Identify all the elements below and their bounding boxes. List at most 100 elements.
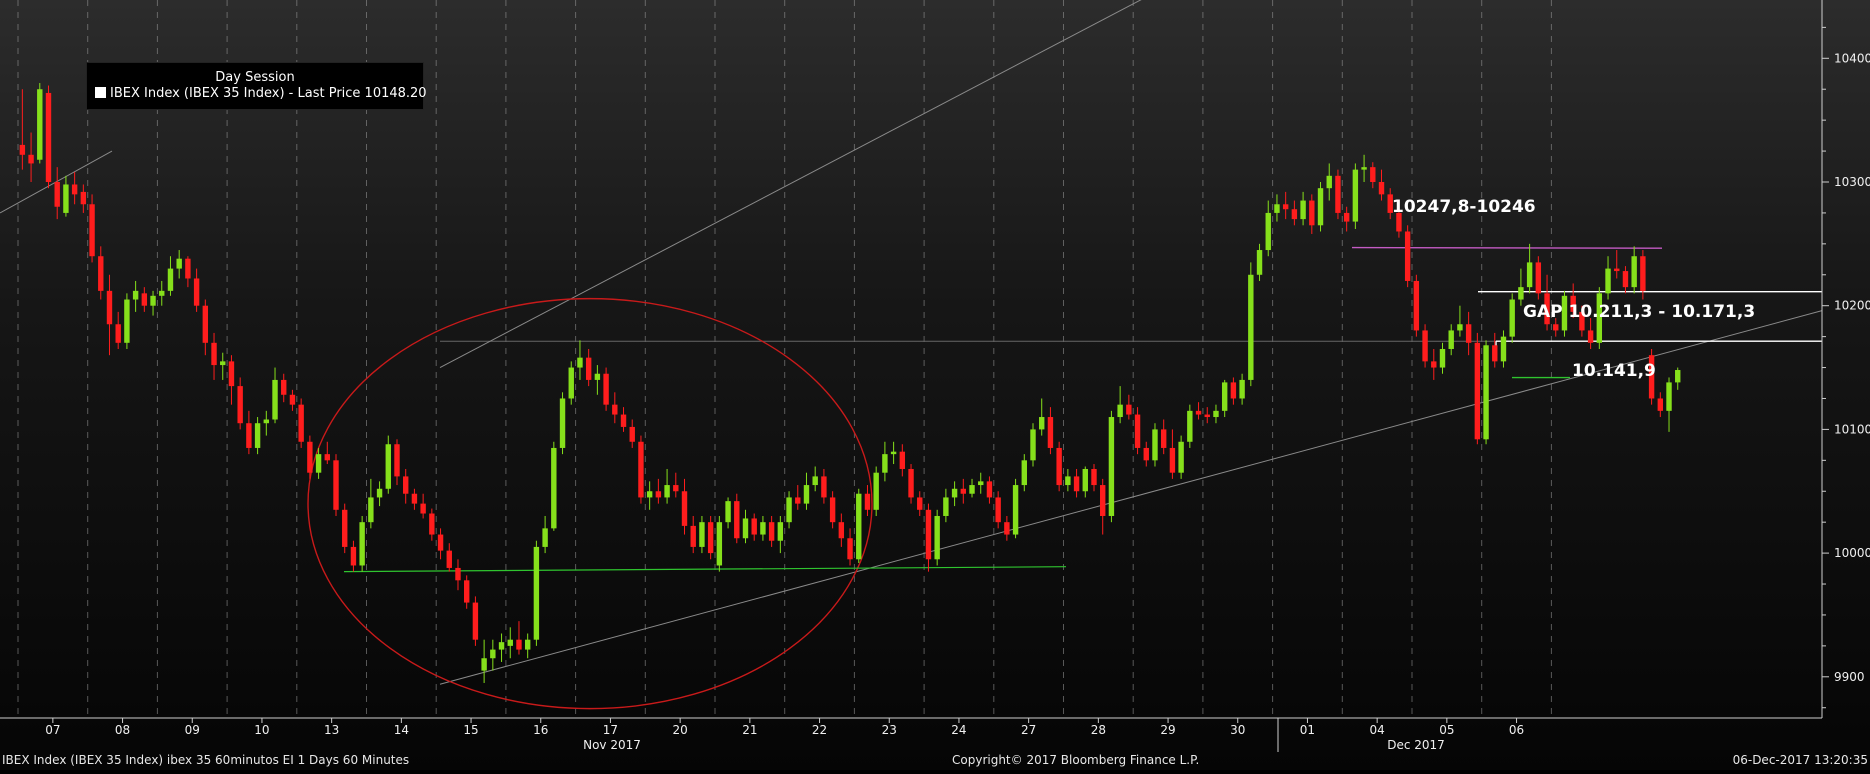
candle-body bbox=[568, 367, 574, 399]
candle-body bbox=[307, 441, 313, 473]
candle-body bbox=[516, 639, 522, 650]
candle-body bbox=[376, 488, 383, 498]
candle-body bbox=[646, 491, 653, 498]
legend-title: Day Session bbox=[215, 70, 295, 85]
candle-body bbox=[524, 639, 531, 650]
candle-body bbox=[1195, 410, 1202, 415]
candle-body bbox=[1065, 476, 1071, 486]
support-line bbox=[343, 566, 1067, 573]
resistance-label: 10247,8-10246 bbox=[1392, 197, 1536, 217]
x-tick-label: 10 bbox=[254, 723, 269, 737]
x-tick-label: 24 bbox=[951, 723, 966, 737]
candle-body bbox=[368, 497, 374, 523]
candle-body bbox=[455, 567, 461, 581]
y-tick-label: 9900 bbox=[1834, 670, 1865, 684]
candle-body bbox=[1300, 200, 1306, 220]
candle-body bbox=[37, 89, 43, 160]
candle-body bbox=[420, 503, 426, 514]
candle-body bbox=[1047, 417, 1054, 448]
candle-body bbox=[864, 493, 871, 510]
candle-body bbox=[829, 497, 836, 523]
candle-body bbox=[551, 447, 557, 529]
candle-body bbox=[71, 184, 78, 195]
candle-body bbox=[272, 379, 278, 420]
candle-body bbox=[80, 191, 87, 205]
candle-body bbox=[681, 491, 688, 526]
x-tick-label: 01 bbox=[1300, 723, 1315, 737]
candle-body bbox=[1326, 175, 1332, 189]
candle-body bbox=[1221, 382, 1228, 411]
chart-legend: Day Session IBEX Index (IBEX 35 Index) -… bbox=[86, 62, 427, 110]
candle-body bbox=[1465, 324, 1472, 343]
candle-body bbox=[342, 509, 348, 547]
candle-body bbox=[437, 534, 444, 551]
candle-body bbox=[202, 305, 209, 343]
candle-body bbox=[298, 404, 304, 442]
candle-body bbox=[1091, 468, 1097, 486]
y-tick-label: 10000 bbox=[1834, 546, 1870, 560]
candle-body bbox=[1631, 256, 1637, 288]
candle-body bbox=[1457, 324, 1463, 331]
x-tick-label: 06 bbox=[1509, 723, 1524, 737]
candle-body bbox=[115, 324, 121, 343]
x-tick-label: 29 bbox=[1160, 723, 1175, 737]
candle-body bbox=[1657, 398, 1664, 411]
candle-body bbox=[1439, 348, 1446, 368]
candle-body bbox=[934, 515, 940, 560]
x-tick-label: 09 bbox=[185, 723, 200, 737]
candle-body bbox=[89, 204, 95, 257]
candle-body bbox=[1213, 410, 1219, 418]
candle-body bbox=[951, 488, 958, 498]
candle-body bbox=[751, 518, 757, 535]
candle-body bbox=[1117, 404, 1123, 418]
candle-body bbox=[63, 184, 69, 213]
candle-body bbox=[490, 649, 496, 659]
x-tick-label: 23 bbox=[882, 723, 897, 737]
candle-body bbox=[359, 522, 365, 566]
x-tick-label: 28 bbox=[1091, 723, 1106, 737]
candle-body bbox=[45, 92, 52, 182]
candle-body bbox=[873, 472, 879, 510]
candle-body bbox=[1404, 231, 1411, 281]
candle-body bbox=[498, 642, 505, 650]
candle-body bbox=[1370, 167, 1376, 182]
candle-body bbox=[559, 398, 566, 448]
candle-body bbox=[786, 497, 792, 523]
x-tick-label: 05 bbox=[1439, 723, 1454, 737]
candle-body bbox=[986, 481, 993, 498]
candle-body bbox=[1169, 447, 1176, 473]
candle-body bbox=[1317, 188, 1324, 226]
candle-body bbox=[917, 497, 923, 510]
month-label: Dec 2017 bbox=[1387, 738, 1445, 752]
candle-body bbox=[1587, 330, 1594, 343]
candle-body bbox=[350, 546, 357, 566]
candle-body bbox=[1396, 212, 1402, 232]
y-tick-label: 10100 bbox=[1834, 422, 1870, 436]
candle-body bbox=[237, 386, 243, 424]
candle-body bbox=[1535, 262, 1542, 294]
candle-body bbox=[664, 485, 670, 498]
x-tick-label: 16 bbox=[533, 723, 548, 737]
candle-body bbox=[995, 497, 1001, 523]
gap-label: GAP 10.211,3 - 10.171,3 bbox=[1523, 302, 1756, 322]
candle-body bbox=[463, 580, 470, 603]
candle-body bbox=[1413, 280, 1420, 331]
candle-body bbox=[106, 290, 113, 325]
candle-body bbox=[1030, 429, 1036, 461]
candle-body bbox=[1309, 200, 1315, 226]
candle-body bbox=[1579, 311, 1585, 331]
candle-body bbox=[795, 497, 801, 504]
candle-body bbox=[1073, 476, 1080, 492]
candle-body bbox=[1204, 414, 1210, 418]
candle-body bbox=[281, 379, 287, 395]
candle-body bbox=[1082, 468, 1088, 492]
candle-body bbox=[193, 278, 200, 306]
y-tick-label: 10400 bbox=[1834, 51, 1870, 65]
candle-body bbox=[1108, 417, 1115, 516]
candle-body bbox=[1100, 485, 1106, 516]
candle-body bbox=[1553, 324, 1559, 331]
candle-body bbox=[812, 476, 818, 486]
candle-body bbox=[1239, 379, 1245, 399]
candle-body bbox=[403, 476, 409, 494]
